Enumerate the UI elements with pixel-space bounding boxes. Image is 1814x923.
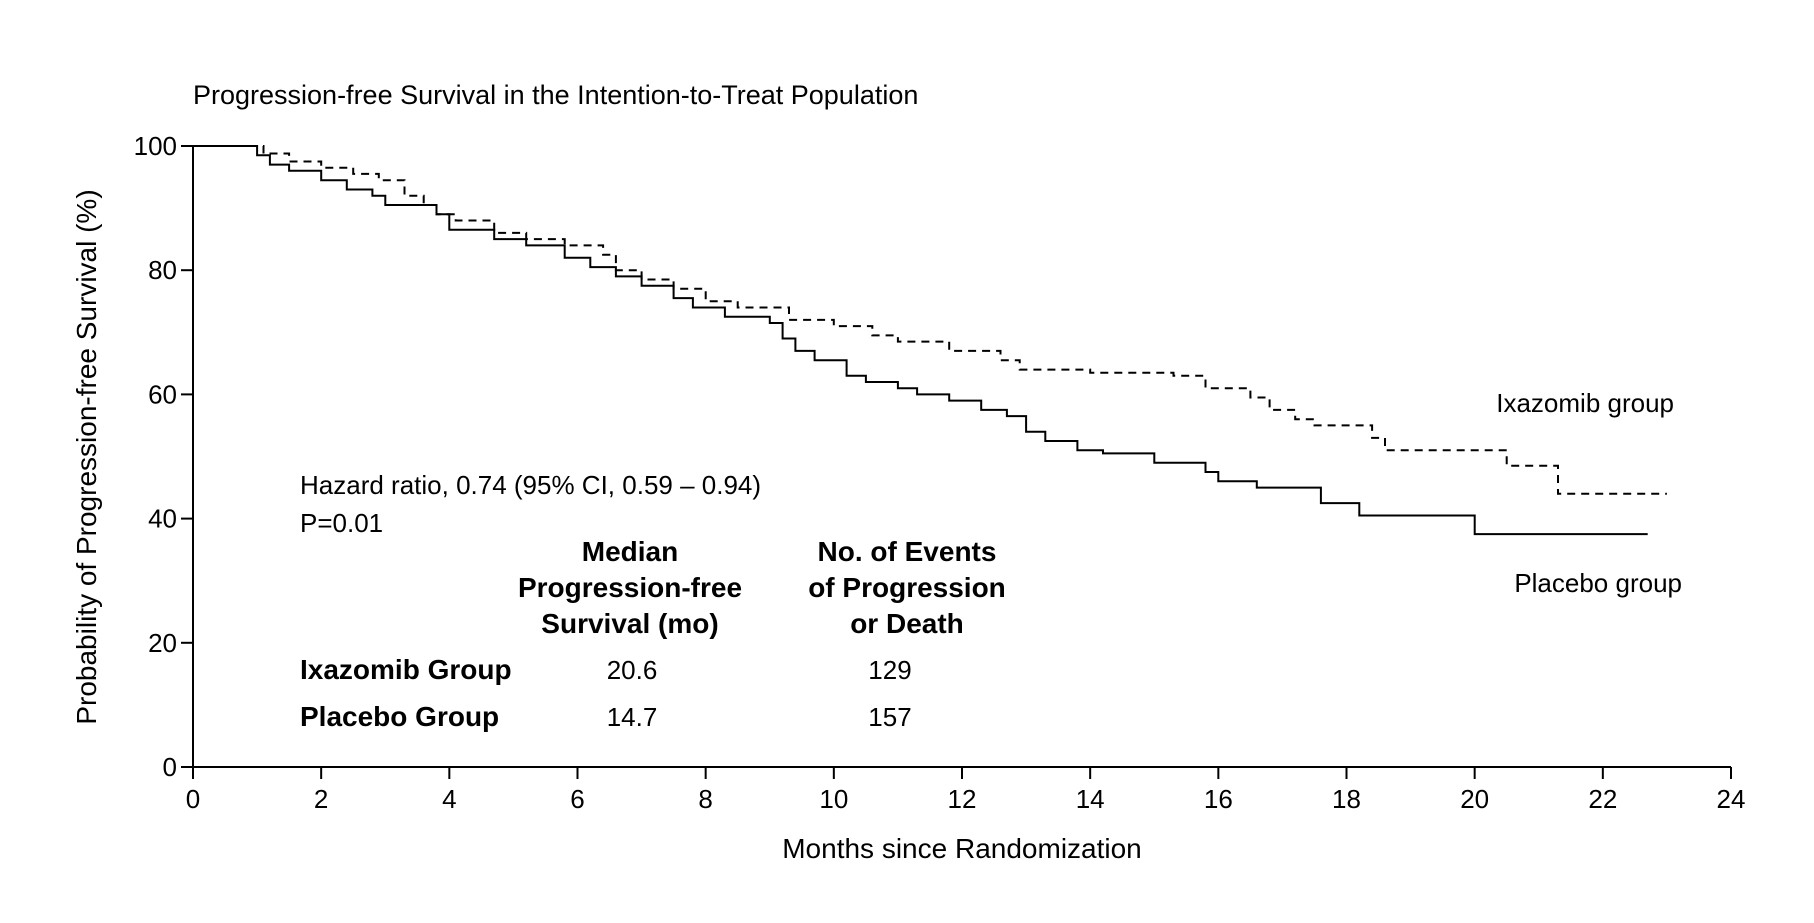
- chart-title: Progression-free Survival in the Intenti…: [193, 80, 918, 110]
- y-ticks: 0 20 40 60 80 100: [134, 131, 193, 782]
- summary-table: Median Progression-free Survival (mo) No…: [300, 536, 1006, 732]
- events-ixazomib: 129: [868, 655, 911, 685]
- y-tick-label: 40: [148, 504, 177, 534]
- x-tick-label: 16: [1204, 784, 1233, 814]
- x-tick-label: 10: [819, 784, 848, 814]
- x-tick-label: 22: [1588, 784, 1617, 814]
- x-tick-label: 20: [1460, 784, 1489, 814]
- ixazomib-curve: [193, 145, 1667, 495]
- events-header-line-1: No. of Events: [818, 536, 997, 567]
- y-tick-label: 80: [148, 255, 177, 285]
- x-ticks: 0 2 4 6 8 10 12 14 16 18 20 22 24: [186, 767, 1746, 814]
- x-tick-label: 2: [314, 784, 328, 814]
- series-label-placebo: Placebo group: [1514, 568, 1682, 598]
- y-tick-label: 60: [148, 379, 177, 409]
- median-header-line-3: Survival (mo): [541, 608, 718, 639]
- x-tick-label: 24: [1717, 784, 1746, 814]
- median-header-line-2: Progression-free: [518, 572, 742, 603]
- y-axis: 0 20 40 60 80 100 Probability of Progression-…: [71, 131, 194, 782]
- x-axis-title: Months since Randomization: [782, 833, 1142, 864]
- y-tick-label: 0: [163, 752, 177, 782]
- x-tick-label: 18: [1332, 784, 1361, 814]
- placebo-curve: [193, 145, 1648, 536]
- row-label-ixazomib: Ixazomib Group: [300, 654, 512, 685]
- x-tick-label: 12: [948, 784, 977, 814]
- series-label-ixazomib: Ixazomib group: [1496, 388, 1674, 418]
- series-layer: [193, 145, 1667, 536]
- events-header-line-3: or Death: [850, 608, 964, 639]
- median-placebo: 14.7: [607, 702, 658, 732]
- p-value-text: P=0.01: [300, 508, 383, 538]
- y-tick-label: 100: [134, 131, 177, 161]
- hazard-ratio-text: Hazard ratio, 0.74 (95% CI, 0.59 – 0.94): [300, 470, 761, 500]
- median-header-line-1: Median: [582, 536, 678, 567]
- row-label-placebo: Placebo Group: [300, 701, 499, 732]
- median-ixazomib: 20.6: [607, 655, 658, 685]
- x-tick-label: 6: [570, 784, 584, 814]
- y-axis-title: Probability of Progression-free Survival…: [71, 189, 102, 724]
- x-tick-label: 8: [698, 784, 712, 814]
- x-axis: 0 2 4 6 8 10 12 14 16 18 20 22 24 Months since Rando…: [186, 766, 1746, 864]
- x-tick-label: 0: [186, 784, 200, 814]
- events-placebo: 157: [868, 702, 911, 732]
- x-tick-label: 14: [1076, 784, 1105, 814]
- y-tick-label: 20: [148, 628, 177, 658]
- events-header-line-2: of Progression: [808, 572, 1006, 603]
- x-tick-label: 4: [442, 784, 456, 814]
